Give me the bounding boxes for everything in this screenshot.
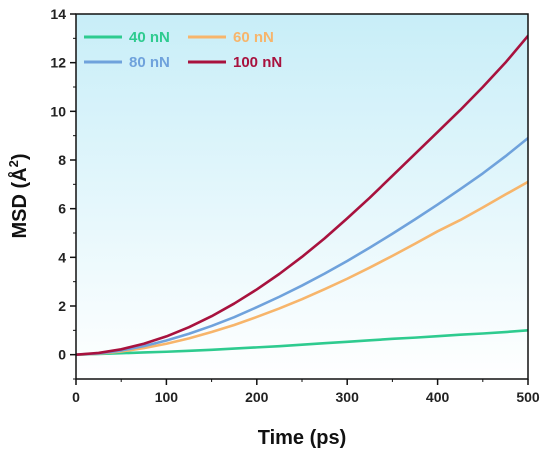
legend-label-60-nn: 60 nN: [233, 29, 274, 46]
y-tick-label: 12: [50, 55, 66, 71]
y-axis-title-end: ): [9, 153, 31, 160]
y-tick-label: 0: [58, 347, 66, 363]
series-line-60-nn: [76, 180, 528, 356]
y-tick-label: 6: [58, 201, 66, 217]
x-tick-label: 0: [72, 389, 80, 405]
y-axis-title-sup: 2: [6, 160, 21, 167]
series-line-100-nn: [76, 34, 528, 356]
series-line-80-nn: [76, 136, 528, 356]
legend-label-80-nn: 80 nN: [129, 54, 170, 71]
y-tick-label: 10: [50, 103, 66, 119]
y-axis: 0 2 4 6 8 10 12 14: [50, 6, 76, 380]
x-axis: 0 100 200 300 400 500: [72, 379, 540, 405]
x-tick-label: 200: [245, 389, 269, 405]
y-tick-label: 4: [58, 249, 66, 265]
legend-label-40-nn: 40 nN: [129, 29, 170, 46]
series-line-40-nn: [76, 329, 528, 356]
x-tick-label: 400: [426, 389, 450, 405]
y-tick-label: 2: [58, 298, 66, 314]
plot-background: [76, 14, 528, 379]
y-axis-title-main: MSD (Å: [7, 167, 31, 238]
x-tick-label: 500: [516, 389, 540, 405]
x-tick-label: 300: [336, 389, 360, 405]
y-tick-label: 14: [50, 6, 66, 22]
x-tick-label: 100: [155, 389, 179, 405]
x-axis-title: Time (ps): [258, 427, 347, 449]
legend: 40 nN 60 nN 80 nN 100 nN: [84, 29, 282, 71]
series-layer: [76, 34, 528, 356]
y-axis-title: MSD (Å2): [6, 153, 31, 238]
legend-label-100-nn: 100 nN: [233, 54, 282, 71]
y-tick-label: 8: [58, 152, 66, 168]
